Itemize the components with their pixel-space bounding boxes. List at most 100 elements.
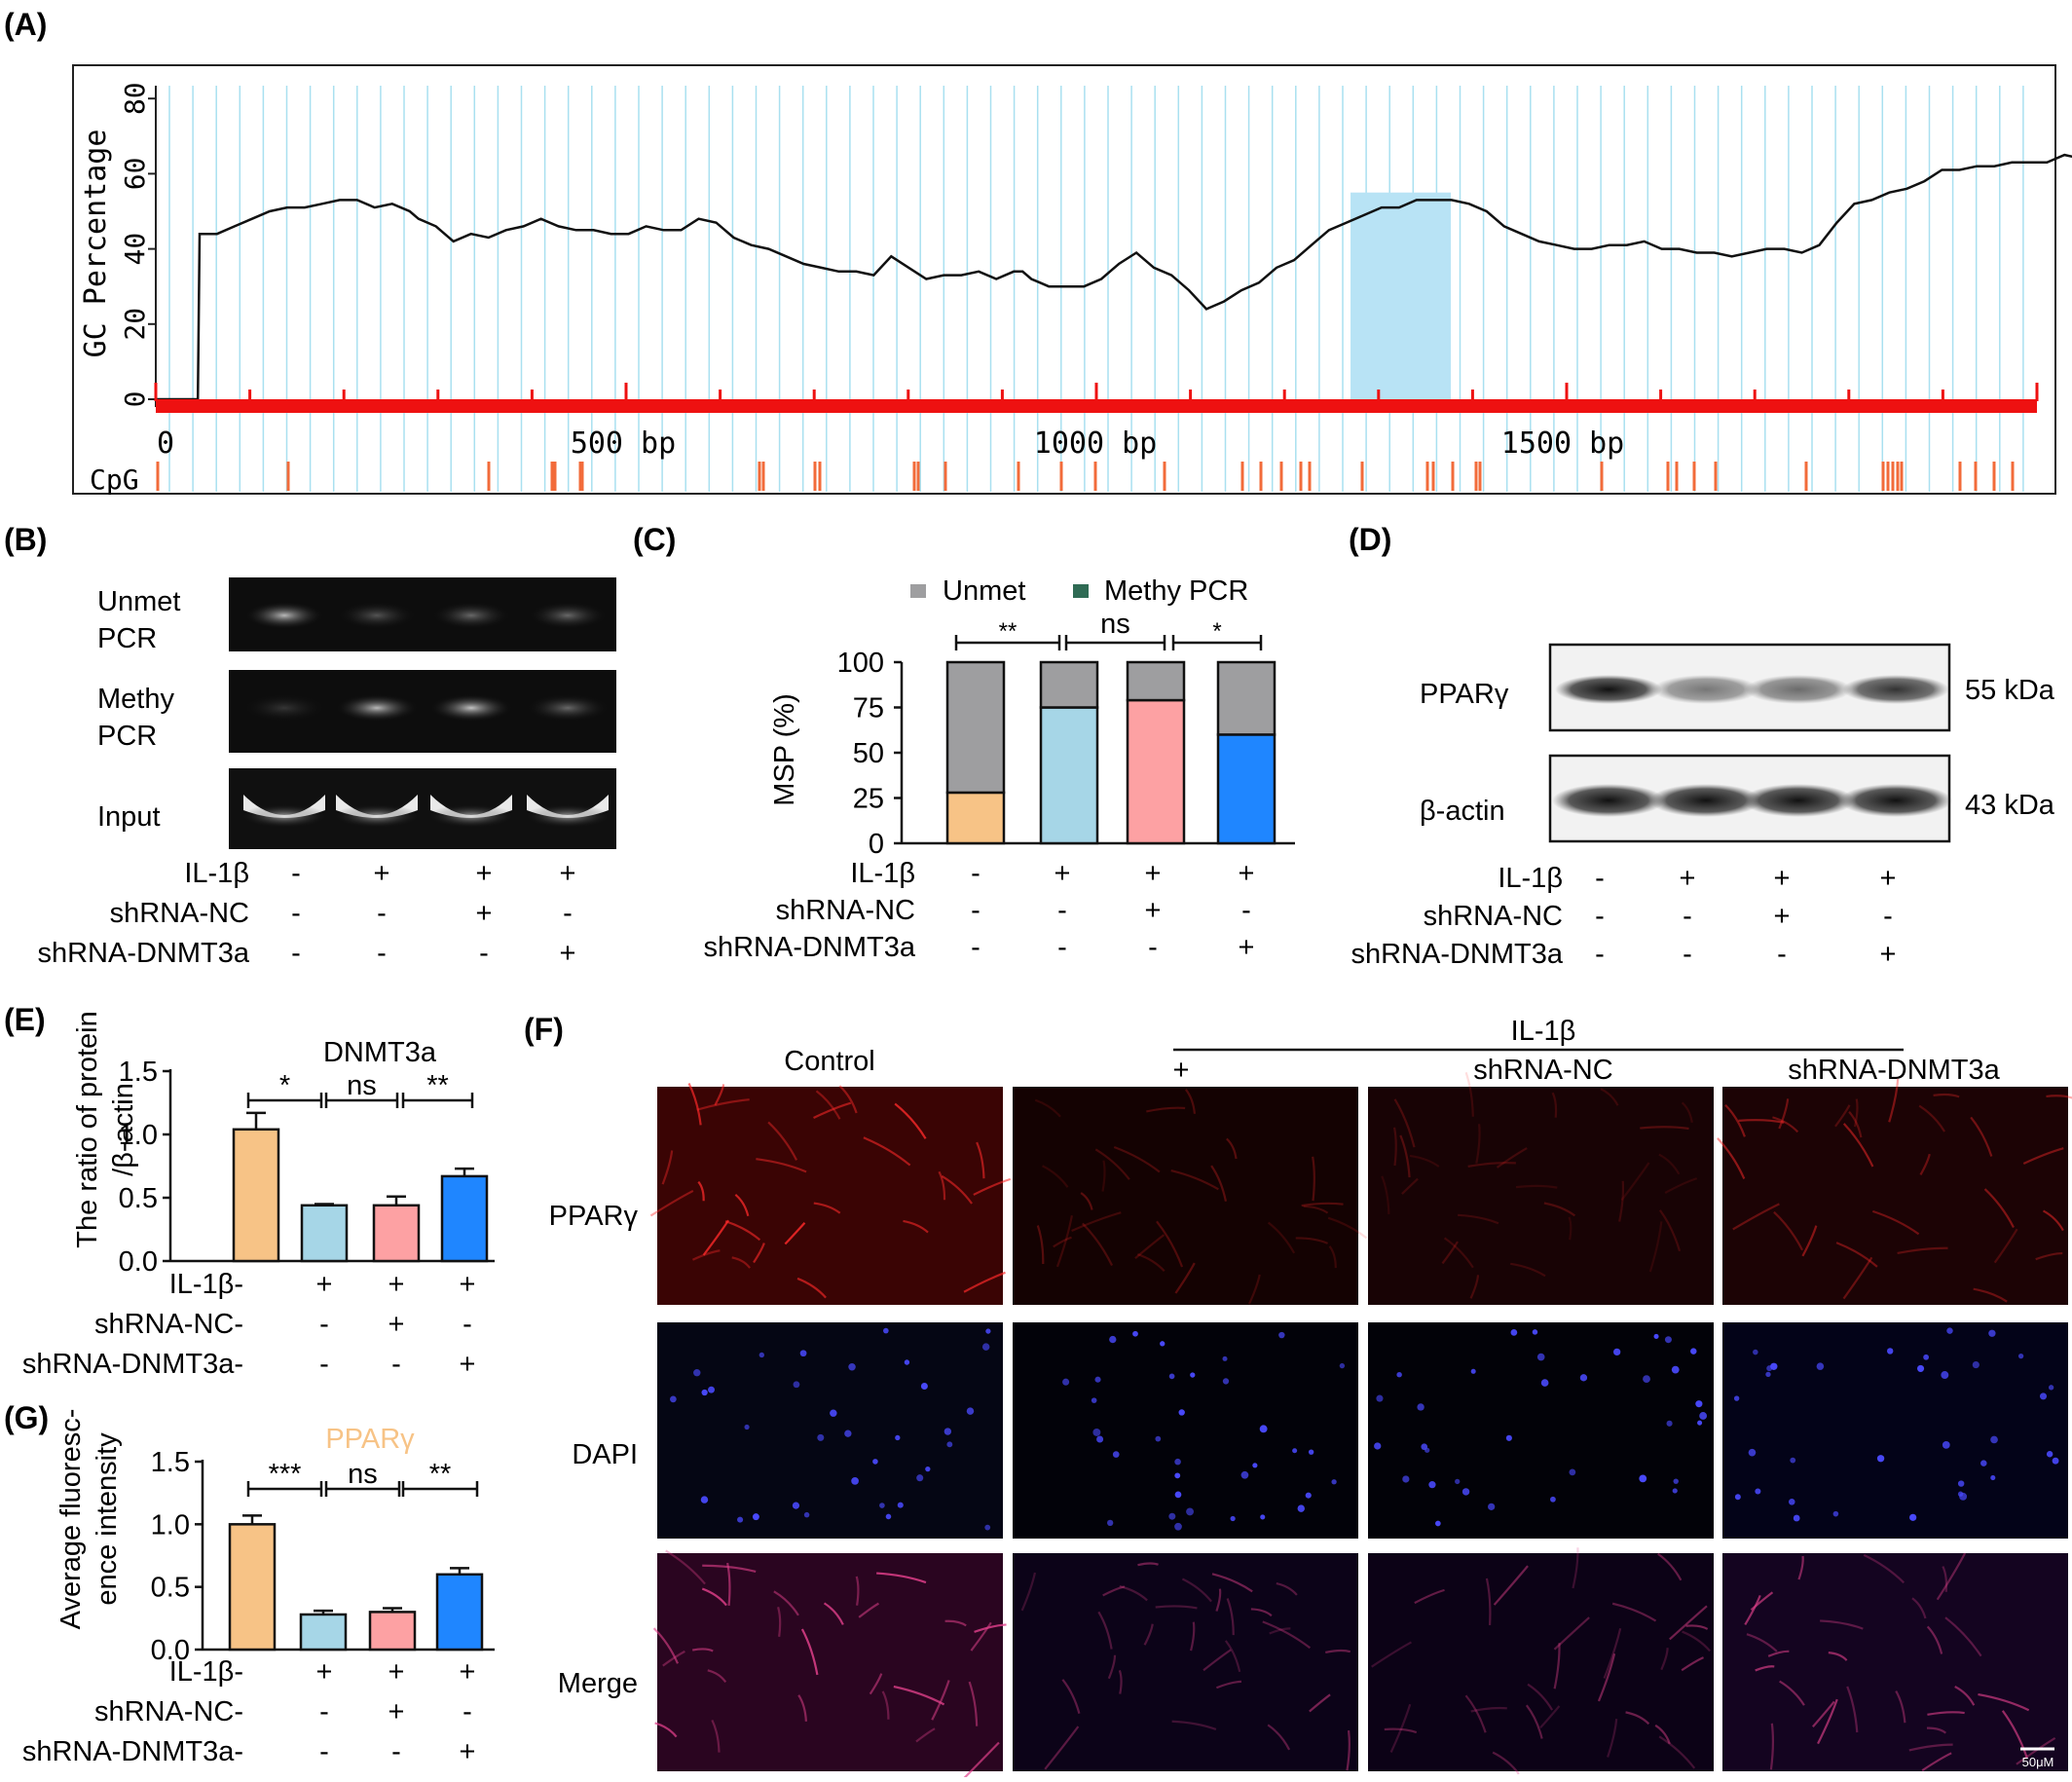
cell-process [1738, 1119, 1785, 1124]
nucleus [1178, 1409, 1185, 1416]
cell-process [649, 1189, 694, 1217]
cell-process [1919, 1153, 1931, 1175]
nucleus [1186, 1507, 1195, 1516]
nucleus [1160, 1341, 1166, 1347]
wb-row-label-actin: β-actin [1420, 796, 1505, 827]
nucleus [1396, 1371, 1402, 1378]
nucleus [752, 1513, 759, 1521]
cell-process [1681, 1656, 1704, 1672]
cell-process [1156, 1220, 1184, 1268]
condition-sign: + [460, 1269, 476, 1300]
nucleus [708, 1386, 715, 1393]
gel-band-methy [243, 694, 325, 722]
nucleus [916, 1474, 924, 1482]
nucleus [1788, 1498, 1795, 1505]
panel-label-a: (A) [4, 7, 47, 42]
nucleus [1770, 1362, 1778, 1370]
cell-process [1797, 1555, 1804, 1580]
cell-process [1107, 1654, 1117, 1680]
nucleus [1278, 1331, 1285, 1339]
cell-process [1660, 1648, 1669, 1671]
nucleus [1155, 1435, 1162, 1442]
cell-process [800, 1628, 819, 1676]
nucleus [1793, 1514, 1800, 1522]
cell-process [1399, 1134, 1411, 1178]
condition-sign: + [476, 858, 493, 889]
msp-bar-unmet [1039, 660, 1099, 709]
cell-process [1911, 1597, 1927, 1619]
nucleus [1673, 1478, 1679, 1484]
condition-label: shRNA-NC [1424, 901, 1563, 932]
condition-sign: + [316, 1656, 333, 1688]
gel-band-methy [336, 694, 418, 722]
nucleus [1132, 1330, 1138, 1337]
cell-process [1155, 1605, 1198, 1610]
msp-sig-label: * [1212, 618, 1221, 645]
nucleus [1374, 1442, 1382, 1450]
condition-sign: - [319, 1309, 329, 1340]
nucleus [2017, 1353, 2024, 1359]
gel-row-label-methy: Methy PCR [97, 684, 174, 752]
cell-process [1328, 1245, 1337, 1269]
nucleus [793, 1381, 800, 1389]
cell-process [931, 1680, 950, 1721]
gc-y-tick-label: 60 [119, 158, 151, 191]
cell-process [1309, 1693, 1331, 1713]
panel-label-b: (B) [4, 522, 47, 557]
cell-process [2001, 1710, 2028, 1759]
panel-label-e: (E) [4, 1002, 46, 1037]
condition-sign: - [391, 1349, 401, 1380]
nucleus [1579, 1374, 1588, 1382]
nucleus [1308, 1449, 1314, 1455]
cell-process [1134, 1234, 1166, 1259]
nucleus [1096, 1435, 1104, 1443]
cell-process [938, 1170, 946, 1201]
cell-process [753, 1243, 765, 1264]
cell-process [1817, 1698, 1838, 1745]
cell-process [1137, 1562, 1159, 1567]
nucleus [885, 1513, 892, 1520]
cell-process [1190, 1621, 1196, 1652]
msp-bar-methy [945, 791, 1006, 845]
cell-process [1136, 1253, 1166, 1273]
nucleus [1091, 1397, 1097, 1403]
nucleus [1671, 1365, 1680, 1374]
sequence-bar [156, 399, 2037, 413]
nucleus [946, 1441, 953, 1448]
nucleus [1941, 1371, 1949, 1379]
cpg-row-label: CpG [90, 464, 139, 496]
nucleus [2048, 1385, 2054, 1391]
gc-y-tick-label: 40 [119, 233, 151, 266]
cell-process [687, 1083, 702, 1126]
cell-process [1553, 1643, 1561, 1689]
cell-process [1496, 1147, 1528, 1169]
cell-process [1954, 1686, 1976, 1706]
cell-process [1620, 1162, 1650, 1202]
nucleus [701, 1389, 708, 1396]
cell-process [1053, 1236, 1072, 1248]
cell-process [1492, 1751, 1520, 1775]
gel-band-input-glow [334, 804, 420, 828]
nucleus [1748, 1448, 1757, 1457]
gc-y-tick-label: 20 [119, 308, 151, 341]
condition-label: shRNA-DNMT3a- [22, 1349, 243, 1380]
cell-process [1625, 1711, 1650, 1726]
cell-process [1080, 1192, 1093, 1210]
nucleus [1536, 1353, 1545, 1361]
condition-sign: + [560, 858, 576, 889]
cell-process [1174, 1262, 1196, 1294]
wb-band-actin [1839, 784, 1952, 817]
gc-x-tick-label: 500 bp [571, 427, 676, 461]
cell-process [711, 1719, 721, 1753]
cell-process [1118, 1670, 1123, 1694]
cell-process [1658, 1153, 1681, 1175]
micrograph-ppar-4 [1722, 1087, 2068, 1305]
nucleus [981, 1343, 990, 1351]
fluor-y-label-2: ence intensity [92, 1432, 123, 1606]
cell-process [1543, 1202, 1576, 1217]
wb-row-label-ppar: PPARγ [1420, 679, 1509, 710]
cell-process [1224, 1640, 1241, 1673]
cell-process [1978, 1692, 2030, 1712]
row-label-ppar: PPARγ [549, 1201, 639, 1232]
cell-process [1325, 1649, 1351, 1654]
